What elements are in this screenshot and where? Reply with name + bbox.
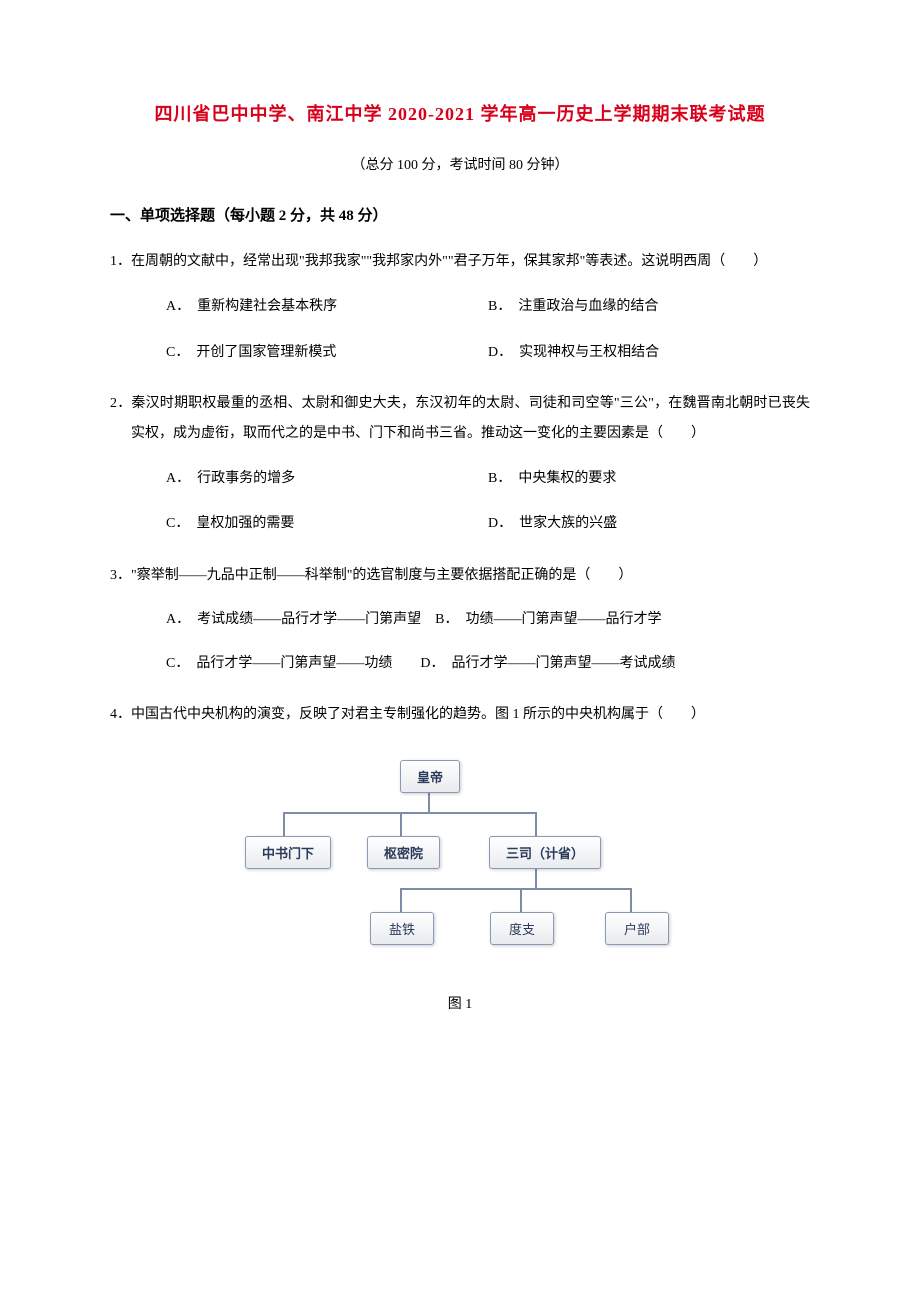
question-1: 1．在周朝的文献中，经常出现"我邦我家""我邦家内外""君子万年，保其家邦"等表… — [110, 247, 810, 367]
connector-line — [428, 790, 430, 812]
node-emperor: 皇帝 — [400, 760, 460, 793]
option-a: A． 行政事务的增多 — [166, 464, 488, 493]
option-line-2: C． 品行才学——门第声望——功绩 D． 品行才学——门第声望——考试成绩 — [110, 650, 810, 678]
option-c: C． 皇权加强的需要 — [166, 509, 488, 538]
connector-line — [535, 866, 537, 888]
question-options: A． 行政事务的增多 B． 中央集权的要求 C． 皇权加强的需要 D． 世家大族… — [110, 464, 810, 539]
option-line-1: A． 考试成绩——品行才学——门第声望 B． 功绩——门第声望——品行才学 — [110, 606, 810, 634]
connector-line — [400, 888, 402, 912]
option-d: D． 世家大族的兴盛 — [488, 509, 810, 538]
question-text: 3．"察举制——九品中正制——科举制"的选官制度与主要依据搭配正确的是（ ） — [110, 561, 810, 590]
question-3: 3．"察举制——九品中正制——科举制"的选官制度与主要依据搭配正确的是（ ） A… — [110, 561, 810, 678]
node-duzhi: 度支 — [490, 912, 554, 945]
connector-line — [630, 888, 632, 912]
connector-line — [520, 888, 522, 912]
question-2: 2．秦汉时期职权最重的丞相、太尉和御史大夫，东汉初年的太尉、司徒和司空等"三公"… — [110, 389, 810, 539]
figure-caption: 图 1 — [110, 993, 810, 1013]
diagram-container: 皇帝 中书门下 枢密院 三司（计省） 盐铁 度支 户部 图 1 — [110, 760, 810, 1013]
option-c: C． 开创了国家管理新模式 — [166, 338, 488, 367]
node-zhongshu: 中书门下 — [245, 836, 331, 869]
option-b: B． 注重政治与血缘的结合 — [488, 292, 810, 321]
question-text: 1．在周朝的文献中，经常出现"我邦我家""我邦家内外""君子万年，保其家邦"等表… — [110, 247, 810, 276]
node-yantie: 盐铁 — [370, 912, 434, 945]
connector-line — [400, 888, 630, 890]
option-a: A． 重新构建社会基本秩序 — [166, 292, 488, 321]
document-subtitle: （总分 100 分，考试时间 80 分钟） — [110, 154, 810, 174]
node-sansi: 三司（计省） — [489, 836, 601, 869]
org-chart-diagram: 皇帝 中书门下 枢密院 三司（计省） 盐铁 度支 户部 — [245, 760, 675, 960]
option-b: B． 中央集权的要求 — [488, 464, 810, 493]
connector-line — [283, 812, 285, 836]
connector-line — [283, 812, 535, 814]
connector-line — [400, 812, 402, 836]
node-hubu: 户部 — [605, 912, 669, 945]
connector-line — [535, 812, 537, 836]
question-text: 4．中国古代中央机构的演变，反映了对君主专制强化的趋势。图 1 所示的中央机构属… — [110, 700, 810, 729]
document-title: 四川省巴中中学、南江中学 2020-2021 学年高一历史上学期期末联考试题 — [110, 100, 810, 126]
section-header: 一、单项选择题（每小题 2 分，共 48 分） — [110, 204, 810, 225]
question-text: 2．秦汉时期职权最重的丞相、太尉和御史大夫，东汉初年的太尉、司徒和司空等"三公"… — [110, 389, 810, 448]
question-4: 4．中国古代中央机构的演变，反映了对君主专制强化的趋势。图 1 所示的中央机构属… — [110, 700, 810, 729]
question-options: A． 重新构建社会基本秩序 B． 注重政治与血缘的结合 C． 开创了国家管理新模… — [110, 292, 810, 367]
option-d: D． 实现神权与王权相结合 — [488, 338, 810, 367]
node-shumi: 枢密院 — [367, 836, 440, 869]
